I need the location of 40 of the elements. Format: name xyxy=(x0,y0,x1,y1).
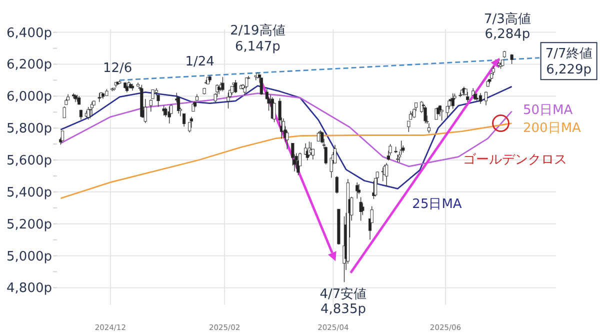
candlestick xyxy=(359,196,362,222)
candlestick xyxy=(79,109,82,120)
candlestick xyxy=(335,176,338,194)
y-tick-label: 5,600p xyxy=(6,154,52,168)
y-tick-label: 6,200p xyxy=(6,58,52,73)
candlestick xyxy=(510,54,514,64)
annotation: ゴールデンクロス xyxy=(462,152,567,168)
annotation: 7/3高値 6,284p xyxy=(484,10,531,42)
annotation: 2/19高値 6,147p xyxy=(230,22,286,55)
series-label: 25日MA xyxy=(412,197,462,212)
y-tick-label: 5,200p xyxy=(6,217,52,232)
y-tick-label: 5,000p xyxy=(6,249,52,264)
candlestick xyxy=(316,132,320,142)
annotation: 12/6 xyxy=(103,61,132,76)
y-tick-label: 6,400p xyxy=(6,26,52,41)
annotation: 7/7終値 6,229p xyxy=(545,46,592,78)
candlestick xyxy=(484,91,488,106)
series-label: 50日MA xyxy=(523,103,573,118)
candlestick xyxy=(308,141,311,157)
y-tick-label: 5,800p xyxy=(6,122,52,137)
candlestick xyxy=(168,106,171,124)
series-label: 200日MA xyxy=(523,121,582,136)
y-tick-label: 6,000p xyxy=(6,90,52,105)
candlestick xyxy=(226,92,230,109)
annotation: 1/24 xyxy=(185,54,214,70)
candlestick xyxy=(62,106,66,118)
candlestick xyxy=(260,77,263,96)
candlestick xyxy=(190,116,193,128)
candlestick xyxy=(356,182,359,199)
y-tick-label: 4,800p xyxy=(6,281,52,296)
candlestick xyxy=(182,113,186,127)
y-tick-label: 5,400p xyxy=(6,185,52,200)
candlestick xyxy=(466,91,470,102)
candlestick xyxy=(286,130,289,150)
candlestick xyxy=(478,92,482,104)
candlestick xyxy=(176,96,180,114)
candlestick xyxy=(440,109,444,121)
candlestick xyxy=(357,184,361,195)
annotation: 4/7安値 4,835p xyxy=(320,286,367,318)
candlestick xyxy=(60,130,64,141)
